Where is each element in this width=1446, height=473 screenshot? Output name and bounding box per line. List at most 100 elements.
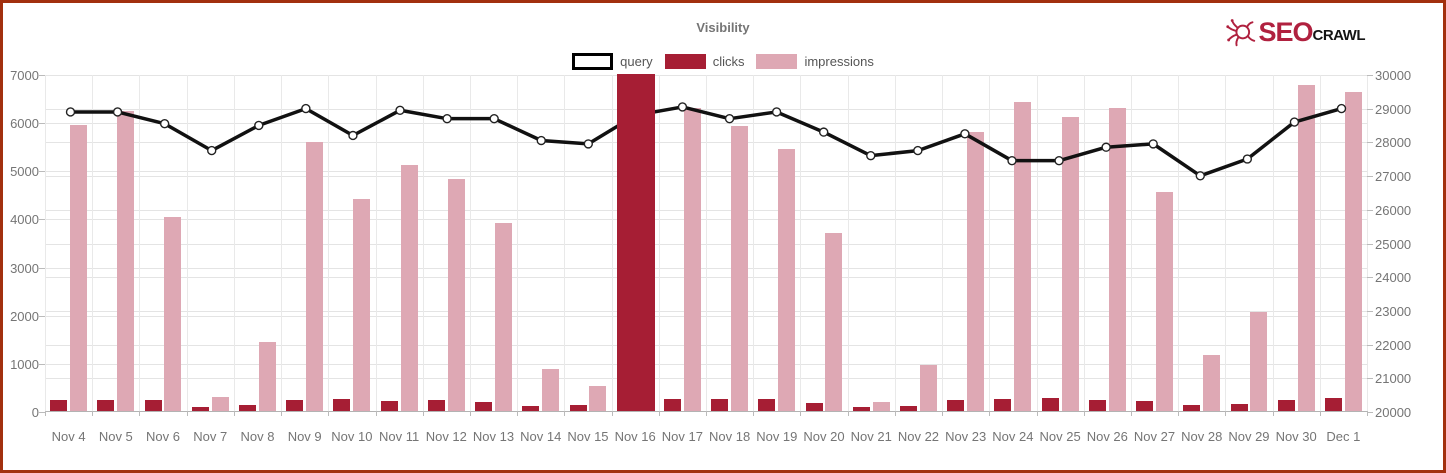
bar-clicks-Nov-15[interactable] (569, 405, 587, 411)
x-axis-tick (1367, 411, 1368, 416)
query-point-Nov-22[interactable] (913, 145, 923, 156)
bar-clicks-Nov-19[interactable] (758, 399, 776, 411)
bar-clicks-Nov-17[interactable] (663, 398, 681, 411)
bar-clicks-Nov-13[interactable] (475, 401, 493, 411)
right-axis-tick (1367, 108, 1373, 110)
bar-clicks-Nov-16[interactable] (616, 74, 655, 411)
query-point-Nov-27[interactable] (1148, 139, 1158, 149)
bar-clicks-Nov-28[interactable] (1183, 405, 1201, 411)
bar-clicks-Nov-10[interactable] (333, 399, 351, 411)
bar-impressions-Nov-8[interactable] (258, 341, 276, 411)
query-point-Nov-5[interactable] (112, 107, 123, 117)
query-point-Nov-10[interactable] (348, 130, 358, 141)
left-axis-label-1000: 1000 (10, 356, 39, 372)
query-point-Nov-19[interactable] (771, 107, 782, 117)
query-point-Nov-11[interactable] (395, 105, 405, 115)
query-point-Nov-23[interactable] (960, 129, 970, 139)
bar-clicks-Nov-5[interactable] (97, 400, 115, 411)
bar-clicks-Nov-25[interactable] (1041, 398, 1059, 411)
bar-impressions-Nov-7[interactable] (211, 396, 229, 411)
bar-impressions-Nov-29[interactable] (1250, 311, 1268, 411)
query-point-Nov-25[interactable] (1054, 155, 1064, 166)
bar-impressions-Nov-21[interactable] (872, 401, 890, 411)
x-axis-tick (800, 411, 802, 416)
x-axis-label-Nov-17: Nov 17 (661, 429, 703, 444)
bar-impressions-Dec-1[interactable] (1344, 92, 1362, 411)
bar-clicks-Nov-7[interactable] (191, 406, 209, 411)
query-point-Nov-12[interactable] (442, 113, 452, 124)
query-point-Nov-9[interactable] (301, 103, 311, 114)
query-point-Nov-20[interactable] (818, 127, 829, 137)
bar-impressions-Nov-20[interactable] (825, 232, 843, 411)
query-point-Nov-26[interactable] (1101, 142, 1111, 152)
query-point-Nov-24[interactable] (1007, 155, 1017, 166)
chart-legend: query clicks impressions (3, 53, 1443, 70)
bar-clicks-Nov-9[interactable] (286, 399, 304, 411)
bar-impressions-Nov-12[interactable] (447, 178, 465, 411)
bar-impressions-Nov-30[interactable] (1297, 84, 1315, 411)
bar-clicks-Nov-30[interactable] (1277, 399, 1295, 411)
query-point-Nov-13[interactable] (489, 113, 499, 124)
left-axis-tick (39, 171, 45, 173)
gridline-category-boundary (517, 75, 519, 411)
bar-clicks-Nov-6[interactable] (144, 400, 162, 411)
bar-impressions-Nov-19[interactable] (778, 148, 796, 411)
bar-impressions-Nov-5[interactable] (117, 111, 135, 411)
bar-impressions-Nov-4[interactable] (70, 124, 87, 411)
bar-impressions-Nov-14[interactable] (542, 369, 560, 411)
legend-item-impressions[interactable]: impressions (756, 54, 874, 69)
bar-clicks-Nov-26[interactable] (1088, 400, 1106, 411)
query-point-Nov-15[interactable] (583, 139, 594, 149)
gridline-category-boundary (706, 75, 707, 411)
query-point-Dec-1[interactable] (1336, 103, 1347, 114)
query-point-Nov-28[interactable] (1195, 171, 1205, 181)
bar-impressions-Nov-10[interactable] (353, 199, 371, 411)
x-axis-label-Nov-7: Nov 7 (193, 429, 228, 444)
bar-clicks-Nov-14[interactable] (522, 406, 540, 411)
bar-clicks-Nov-11[interactable] (380, 401, 398, 411)
bar-impressions-Nov-11[interactable] (400, 165, 418, 411)
bar-clicks-Nov-18[interactable] (711, 398, 729, 411)
query-point-Nov-18[interactable] (724, 113, 735, 124)
bar-impressions-Nov-13[interactable] (494, 223, 512, 411)
query-point-Nov-14[interactable] (536, 135, 546, 146)
bar-impressions-Nov-18[interactable] (731, 125, 748, 411)
bar-clicks-Nov-23[interactable] (947, 399, 965, 411)
bar-clicks-Dec-1[interactable] (1324, 398, 1342, 411)
gridline-category-boundary (92, 75, 94, 411)
bar-impressions-Nov-23[interactable] (967, 131, 985, 411)
bar-impressions-Nov-28[interactable] (1203, 355, 1221, 411)
bar-clicks-Nov-22[interactable] (900, 406, 918, 411)
bar-impressions-Nov-26[interactable] (1108, 108, 1126, 411)
bar-impressions-Nov-17[interactable] (683, 107, 701, 411)
legend-item-clicks[interactable]: clicks (664, 54, 744, 69)
query-point-Nov-29[interactable] (1242, 154, 1253, 164)
query-point-Nov-6[interactable] (159, 119, 170, 129)
bar-clicks-Nov-4[interactable] (50, 399, 68, 411)
right-axis-tick (1367, 176, 1373, 178)
x-axis-tick (1319, 411, 1321, 416)
bar-clicks-Nov-27[interactable] (1136, 400, 1154, 411)
bar-clicks-Nov-12[interactable] (427, 399, 445, 411)
bar-impressions-Nov-25[interactable] (1061, 117, 1079, 411)
bar-clicks-Nov-21[interactable] (852, 406, 870, 411)
legend-item-query[interactable]: query (572, 53, 653, 70)
bar-clicks-Nov-24[interactable] (994, 398, 1012, 411)
bar-impressions-Nov-9[interactable] (306, 141, 324, 411)
bar-impressions-Nov-27[interactable] (1155, 191, 1173, 411)
query-point-Nov-8[interactable] (254, 120, 264, 131)
query-point-Nov-21[interactable] (866, 150, 876, 161)
bar-clicks-Nov-8[interactable] (239, 405, 257, 411)
bar-impressions-Nov-6[interactable] (164, 216, 182, 411)
query-point-Nov-30[interactable] (1289, 117, 1300, 127)
query-point-Nov-4[interactable] (65, 107, 76, 117)
bar-impressions-Nov-22[interactable] (919, 365, 937, 411)
x-axis-label-Nov-18: Nov 18 (708, 429, 751, 444)
bar-clicks-Nov-29[interactable] (1230, 404, 1248, 411)
bar-impressions-Nov-24[interactable] (1014, 101, 1032, 411)
bar-impressions-Nov-15[interactable] (589, 385, 607, 411)
bar-clicks-Nov-20[interactable] (805, 403, 823, 411)
query-point-Nov-17[interactable] (677, 102, 688, 112)
query-point-Nov-7[interactable] (207, 145, 217, 156)
x-axis-tick (422, 411, 424, 416)
